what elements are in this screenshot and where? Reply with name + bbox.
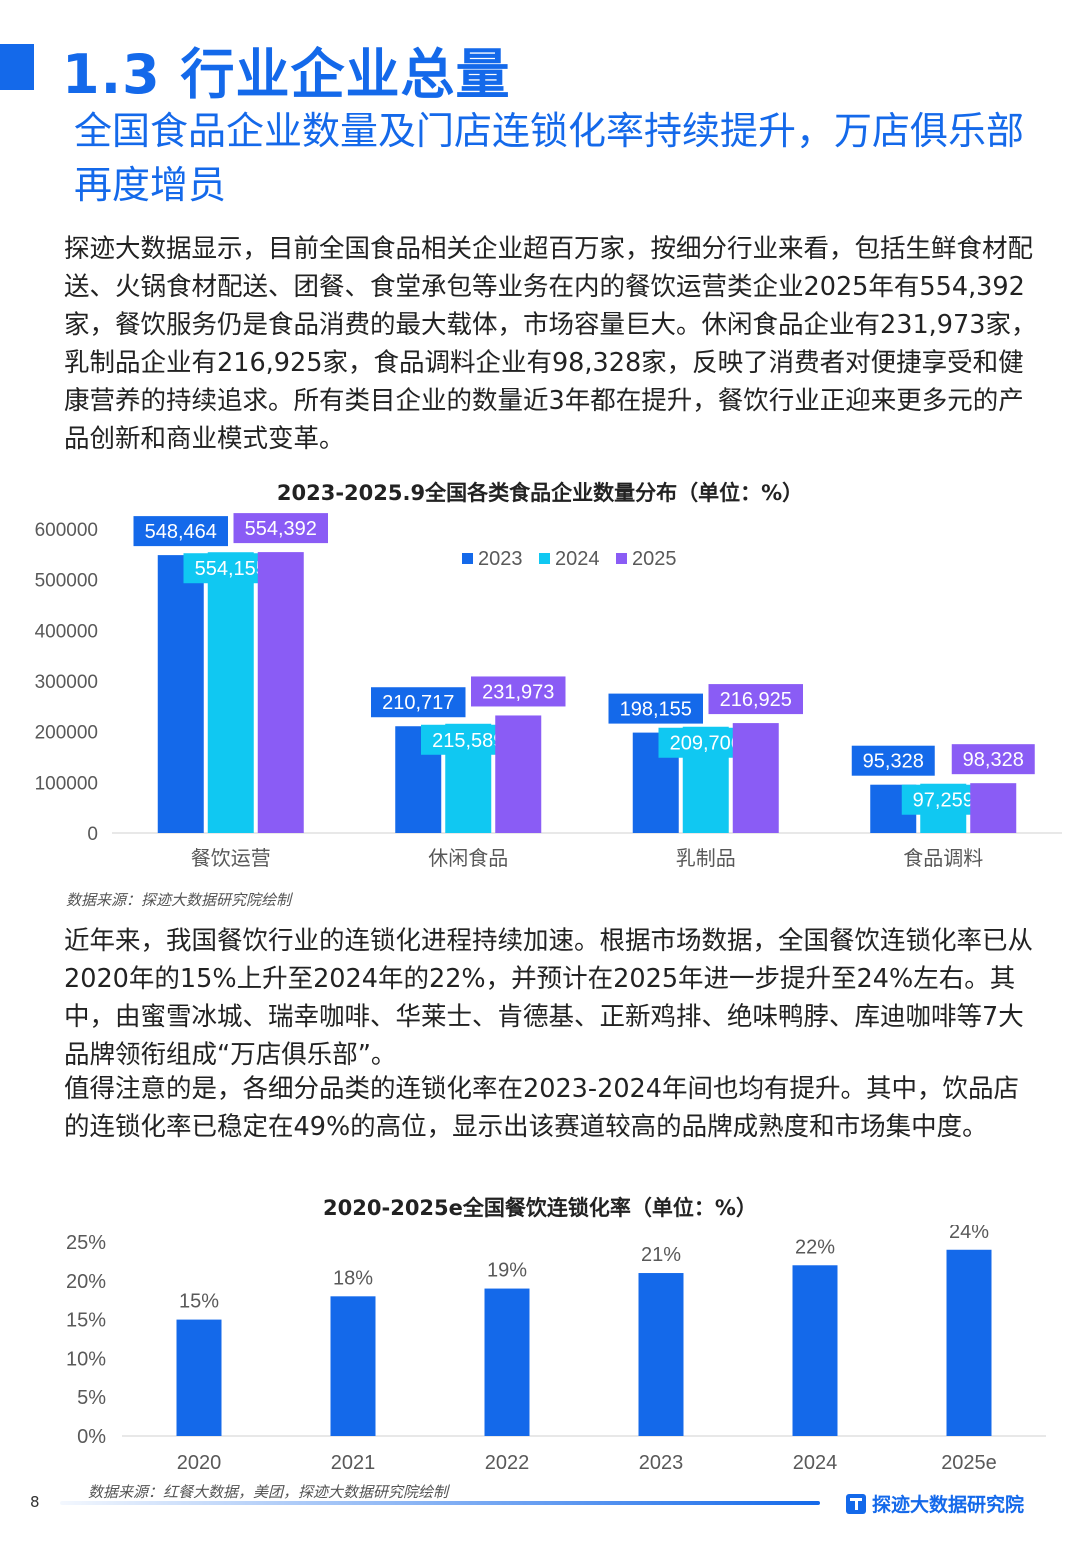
legend-label: 2025 (632, 548, 677, 570)
legend-label: 2023 (478, 548, 523, 570)
page-number: 8 (30, 1493, 40, 1511)
section-accent-bar (0, 44, 34, 90)
chart2-source: 数据来源：红餐大数据，美团，探迹大数据研究院绘制 (88, 1483, 449, 1501)
bar-2023 (157, 555, 204, 833)
data-label: 22% (795, 1236, 835, 1258)
bar (330, 1296, 376, 1436)
y-tick-label: 200000 (35, 723, 98, 744)
data-label: 95,328 (863, 751, 924, 773)
data-label-box (233, 513, 328, 544)
bar-2025 (495, 715, 542, 833)
data-label-box (951, 744, 1035, 775)
data-label-box (608, 693, 703, 724)
data-label: 198,155 (620, 699, 692, 721)
legend-swatch-2025 (616, 553, 627, 564)
x-category-label: 休闲食品 (428, 847, 508, 870)
data-label: 215,589 (432, 730, 504, 752)
x-category-label: 2021 (331, 1452, 376, 1474)
chart1-source: 数据来源：探迹大数据研究院绘制 (66, 891, 292, 909)
data-label-box (851, 745, 935, 776)
y-tick-label: 300000 (35, 672, 98, 693)
bar-2024 (207, 552, 254, 833)
bar (792, 1265, 838, 1436)
x-category-label: 2022 (485, 1452, 530, 1474)
x-category-label: 2024 (793, 1452, 838, 1474)
chain-rate-chart: 0% 5% 10% 15% 20% 25% 15% 2020 18% 2021 19% 2022 21%… (66, 1225, 1046, 1474)
paragraph-enterprise-count: 探迹大数据显示，目前全国食品相关企业超百万家，按细分行业来看，包括生鲜食材配送、… (64, 234, 1037, 454)
bar-2025 (732, 723, 779, 833)
data-label: 24% (949, 1225, 989, 1243)
data-label: 15% (179, 1291, 219, 1313)
chart2-title: 2020-2025e全国餐饮连锁化率（单位：%） (323, 1196, 757, 1220)
y-tick-label: 10% (66, 1348, 106, 1370)
data-label: 216,925 (720, 689, 792, 711)
y-tick-label: 100000 (35, 773, 98, 794)
data-label-box (471, 676, 566, 707)
brand-logo-icon (846, 1493, 866, 1514)
y-tick-label: 20% (66, 1271, 106, 1293)
data-label: 97,259 (913, 790, 974, 812)
data-label: 19% (487, 1260, 527, 1282)
enterprise-count-chart: 0 100000 200000 300000 400000 500000 600000 餐饮运… (35, 513, 1062, 870)
y-tick-label: 5% (77, 1387, 106, 1409)
legend-label: 2024 (555, 548, 600, 570)
data-label: 18% (333, 1267, 373, 1289)
bar (484, 1288, 530, 1436)
y-tick-label: 400000 (35, 621, 98, 642)
bar-2025 (970, 783, 1017, 833)
x-category-label: 2025e (941, 1452, 997, 1474)
y-tick-label: 0% (77, 1426, 106, 1448)
bar (638, 1273, 684, 1436)
paragraph-category-chain-rate: 值得注意的是，各细分品类的连锁化率在2023-2024年间也均有提升。其中，饮品… (64, 1074, 1019, 1142)
x-category-label: 食品调料 (903, 847, 983, 870)
bar (176, 1319, 222, 1436)
bar-2025 (257, 552, 304, 833)
data-label-box (133, 516, 228, 547)
data-label: 231,973 (482, 681, 554, 703)
paragraph-chain-rate: 近年来，我国餐饮行业的连锁化进程持续加速。根据市场数据，全国餐饮连锁化率已从20… (64, 926, 1034, 1070)
y-tick-label: 15% (66, 1310, 106, 1332)
data-label-box (708, 684, 803, 715)
x-category-label: 2020 (177, 1452, 222, 1474)
footer-brand: 探迹大数据研究院 (846, 1490, 1024, 1517)
data-label: 554,155 (195, 558, 267, 580)
x-category-label: 乳制品 (676, 847, 736, 870)
chart1-title: 2023-2025.9全国各类食品企业数量分布（单位：%） (276, 481, 804, 505)
data-label-box (371, 687, 466, 718)
data-label: 548,464 (145, 521, 217, 543)
footer-divider (60, 1501, 820, 1505)
data-label: 210,717 (382, 692, 454, 714)
data-label: 554,392 (245, 518, 317, 540)
legend-swatch-2024 (539, 553, 550, 564)
page-subtitle: 全国食品企业数量及门店连锁化率持续提升，万店俱乐部再度增员 (74, 109, 1025, 207)
bar (946, 1249, 992, 1436)
y-tick-label: 25% (66, 1232, 106, 1254)
data-label: 21% (641, 1244, 681, 1266)
section-title: 1.3 行业企业总量 (62, 43, 511, 106)
y-tick-label: 0 (87, 824, 98, 845)
brand-name: 探迹大数据研究院 (872, 1494, 1025, 1516)
x-category-label: 2023 (639, 1452, 684, 1474)
y-tick-label: 500000 (35, 571, 98, 592)
data-label: 209,706 (670, 733, 742, 755)
legend-swatch-2023 (462, 553, 473, 564)
x-category-label: 餐饮运营 (191, 847, 271, 870)
data-label: 98,328 (963, 749, 1024, 771)
y-tick-label: 600000 (35, 520, 98, 541)
